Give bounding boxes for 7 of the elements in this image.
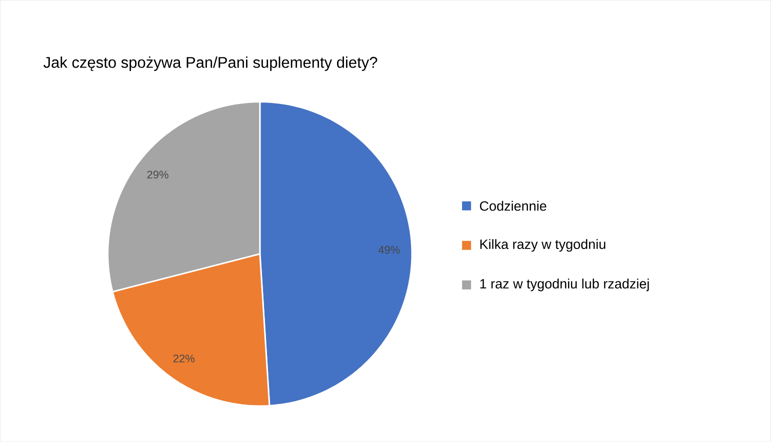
legend-label: Codziennie: [480, 201, 546, 211]
data-label: 22%: [173, 354, 195, 362]
chart-title: Jak często spożywa Pan/Pani suplementy diety?: [44, 56, 378, 72]
legend-label: 1 raz w tygodniu lub rzadziej: [480, 278, 649, 292]
legend-label: Kilka razy w tygodniu: [480, 239, 606, 252]
data-label: 29%: [147, 170, 168, 179]
data-label: 49%: [378, 246, 400, 254]
